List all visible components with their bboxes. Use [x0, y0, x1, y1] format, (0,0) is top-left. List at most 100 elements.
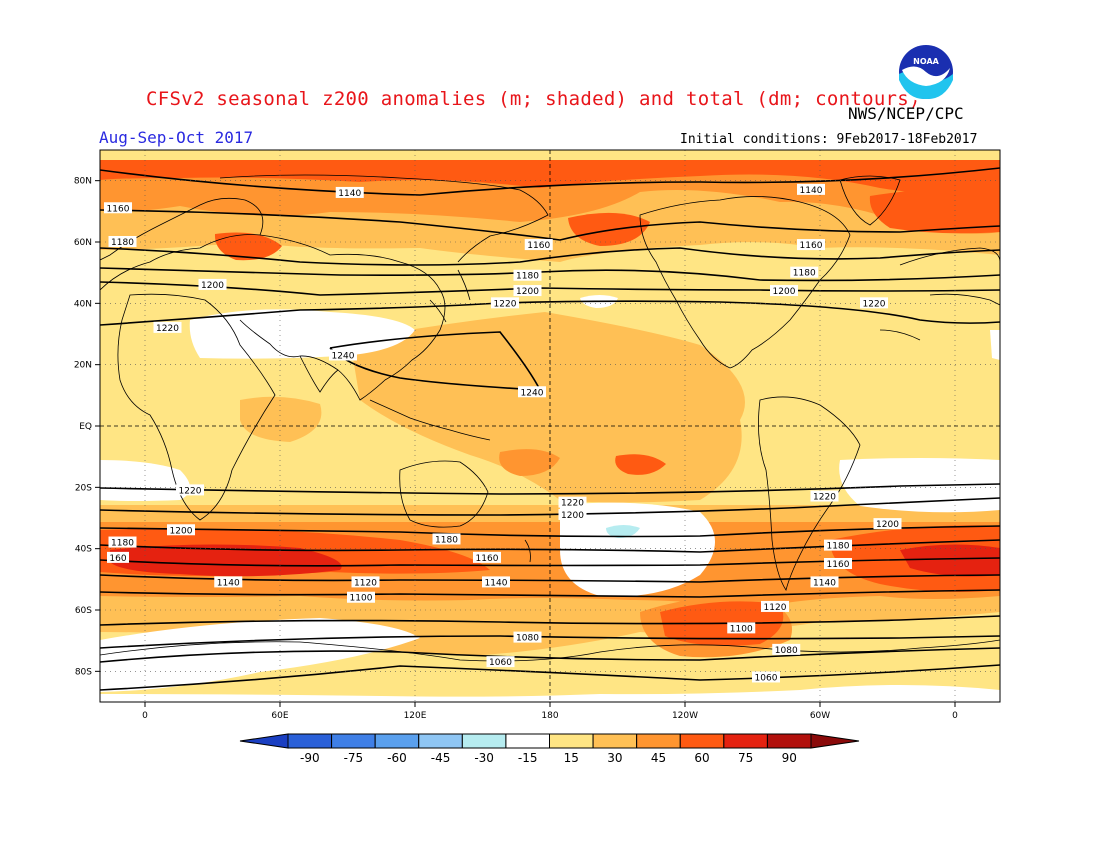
- contour-label-box: [473, 551, 501, 563]
- contour-label-box: [558, 496, 587, 508]
- colorbar-tick-label: 30: [607, 751, 622, 765]
- contour-label-box: [524, 239, 553, 251]
- latitude-tick-label: 20N: [74, 361, 92, 371]
- contour-label-text: 1080: [516, 634, 539, 644]
- colorbar-segment: [374, 733, 420, 749]
- contour-label-box: [108, 536, 137, 548]
- contour-label-text: 1060: [489, 658, 512, 668]
- contour-label-text: 1200: [876, 520, 899, 530]
- contour-label-box: [351, 576, 380, 588]
- colorbar-tick-label: 60: [694, 751, 709, 765]
- colorbar-tick-label: 15: [564, 751, 579, 765]
- colorbar-high-arrow: [810, 733, 860, 749]
- latitude-tick-label: 40N: [74, 299, 92, 309]
- contour-label: 160: [107, 551, 129, 564]
- contour-label-text: 1140: [485, 578, 508, 588]
- contour-label-text: 1140: [800, 186, 823, 196]
- longitude-tick-label: 0: [952, 711, 958, 721]
- colorbar-segment: [766, 733, 812, 749]
- colorbar-segment: [287, 733, 333, 749]
- contour-label-text: 1200: [170, 526, 193, 536]
- contour-label-box: [482, 576, 510, 588]
- latitude-tick-label: EQ: [79, 422, 92, 432]
- contour-label-text: 1060: [755, 673, 778, 683]
- longitude-tick-label: 180: [541, 711, 558, 721]
- contour-label: 1200: [873, 518, 902, 530]
- latitude-axis: 80N 60N 40N 20N EQ 20S 40S 60S 80S: [74, 177, 100, 677]
- colorbar-tick-label: -15: [518, 751, 538, 765]
- contour-label-text: 1080: [775, 646, 798, 656]
- colorbar-low-arrow: [239, 733, 289, 749]
- contour-label-box: [824, 558, 852, 569]
- colorbar-tick-label: -30: [474, 751, 494, 765]
- contour-label-box: [824, 539, 852, 551]
- contour-label: 1160: [824, 558, 852, 570]
- contour-label: 1140: [335, 186, 364, 199]
- contour-label-box: [558, 508, 587, 520]
- contour-label: 1080: [513, 631, 542, 644]
- longitude-tick-label: 120E: [404, 711, 427, 721]
- contour-label-box: [513, 631, 542, 643]
- contour-label-box: [752, 671, 780, 683]
- contour-label-box: [176, 484, 204, 496]
- contour-label-box: [107, 551, 129, 563]
- contour-label: 1220: [153, 321, 182, 334]
- contour-labels: 1160 1140 1140 1180 1160 1160 1200 1180 1180 1200…: [104, 183, 902, 683]
- contour-label: 1160: [104, 202, 132, 214]
- contour-label-box: [860, 297, 888, 309]
- anomaly-shading: [100, 160, 1000, 702]
- initial-conditions-label: Initial conditions: 9Feb2017-18Feb2017: [680, 132, 978, 147]
- contour-label: 1140: [797, 183, 825, 196]
- contour-label-box: [335, 186, 364, 198]
- contour-label-text: 1100: [350, 594, 373, 604]
- contour-label-text: 1220: [179, 486, 202, 496]
- latitude-tick-label: 60N: [74, 238, 92, 248]
- colorbar-segment: [723, 733, 768, 749]
- contour-label-box: [104, 202, 132, 214]
- contour-label: 1220: [558, 496, 587, 509]
- contour-label-text: 1160: [800, 241, 823, 251]
- latitude-tick-label: 80N: [74, 177, 92, 187]
- contour-label-box: [810, 490, 839, 502]
- contour-label: 1100: [347, 591, 375, 604]
- contour-label-box: [347, 591, 375, 603]
- longitude-tick-label: 60W: [810, 711, 830, 721]
- colorbar-segment: [418, 733, 463, 749]
- contour-label: 1160: [797, 239, 825, 251]
- contour-label: 1200: [167, 524, 195, 536]
- contour-label-text: 1240: [332, 351, 355, 361]
- colorbar-tick-label: -45: [431, 751, 451, 765]
- contour-label: 1200: [770, 285, 798, 297]
- contour-label-text: 1100: [730, 624, 753, 634]
- contour-label: 1220: [860, 297, 888, 309]
- colorbar-segment: [592, 733, 638, 749]
- contour-label-text: 1140: [338, 189, 361, 199]
- colorbar: -90 -75 -60 -45 -30 -15 15 30 45 60 75 90: [239, 733, 860, 765]
- contour-label-text: 1200: [773, 287, 796, 297]
- contour-label: 1180: [790, 266, 819, 279]
- contour-label-text: 1200: [201, 281, 224, 291]
- contour-label-box: [727, 622, 756, 634]
- contour-label: 1180: [824, 539, 852, 552]
- contour-label: 1140: [482, 576, 510, 588]
- contour-label: 1200: [198, 278, 227, 291]
- noaa-logo: NOAA: [896, 42, 956, 102]
- contour-label: 1100: [727, 622, 756, 634]
- contour-label-text: 1160: [827, 560, 850, 570]
- contour-label-text: 1220: [561, 499, 584, 509]
- colorbar-segment: [331, 733, 376, 749]
- latitude-tick-label: 80S: [75, 667, 92, 677]
- noaa-logo-text: NOAA: [913, 57, 939, 66]
- contour-label-text: 1140: [813, 578, 836, 588]
- contour-label-text: 1220: [813, 493, 836, 503]
- colorbar-segment: [549, 733, 594, 749]
- contour-label-box: [513, 285, 542, 297]
- map-canvas: 1160 1140 1140 1180 1160 1160 1200 1180 1180 1200…: [100, 150, 1000, 702]
- contour-label: 1160: [524, 239, 553, 251]
- contour-label-box: [491, 297, 519, 309]
- colorbar-segment: [679, 733, 725, 749]
- colorbar-segment: [636, 733, 681, 749]
- longitude-tick-label: 120W: [672, 711, 698, 721]
- agency-label: NWS/NCEP/CPC: [848, 104, 964, 123]
- contour-label-box: [873, 518, 902, 530]
